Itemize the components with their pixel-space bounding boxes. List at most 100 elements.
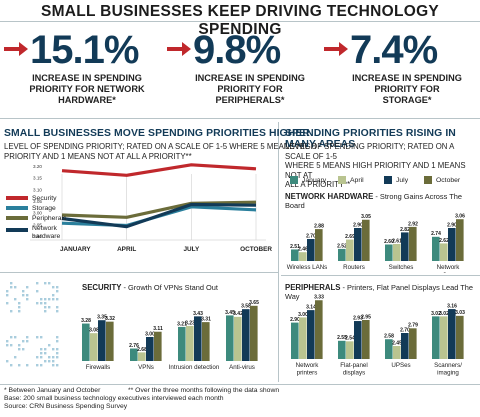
bar <box>299 317 307 359</box>
category-label: Flat-panel <box>340 362 368 369</box>
category-label: Firewalls <box>86 364 110 371</box>
category-label: Routers <box>343 264 365 271</box>
dot <box>48 356 51 359</box>
dot <box>10 364 13 367</box>
dot <box>18 344 21 347</box>
bar-value-label: 2.45 <box>392 340 402 346</box>
bar-value-label: 3.23 <box>185 320 195 326</box>
bar-value-label: 3.05 <box>361 214 371 220</box>
bar-value-label: 3.58 <box>241 304 251 310</box>
dot <box>18 306 21 309</box>
dot <box>52 286 55 289</box>
security-bar-chart: 3.28 3.08 3.353.32 Firewalls 2.762.68 3.003.1… <box>81 300 259 371</box>
bar <box>90 333 98 361</box>
bar <box>385 339 393 359</box>
arrow-right-icon <box>324 42 348 56</box>
bar-value-label: 2.90 <box>447 222 457 228</box>
dot <box>10 344 13 347</box>
left-section-heading: SMALL BUSINESSES MOVE SPENDING PRIORITIE… <box>4 128 310 139</box>
left-section-sub: LEVEL OF SPENDING PRIORITY; RATED ON A S… <box>4 142 317 161</box>
dot <box>26 336 29 339</box>
bar <box>448 309 456 359</box>
bar <box>307 310 315 359</box>
bar-value-label: 3.02 <box>439 311 449 317</box>
bar <box>338 248 346 261</box>
bar-value-label: 3.00 <box>145 331 155 337</box>
bar <box>315 300 323 359</box>
legend-july: July <box>384 176 408 184</box>
dot <box>18 310 21 313</box>
x-tick-label: OCTOBER <box>240 246 272 253</box>
bar <box>456 315 464 359</box>
bar <box>409 328 417 359</box>
right-divider <box>281 275 480 276</box>
dot <box>22 340 25 343</box>
dot <box>10 286 13 289</box>
bar <box>354 228 362 261</box>
dot <box>40 348 43 351</box>
bar-value-label: 2.55 <box>337 335 347 341</box>
dot <box>6 290 9 293</box>
y-tick-label: 3.10 <box>33 187 42 192</box>
dot <box>14 336 17 339</box>
bar <box>440 243 448 261</box>
bar <box>401 232 409 261</box>
dot <box>40 352 43 355</box>
bar-value-label: 2.60 <box>384 239 394 245</box>
bar <box>130 348 138 361</box>
series-line-network <box>61 202 257 229</box>
dot <box>48 344 51 347</box>
bar <box>338 340 346 359</box>
stat-value: 9.8% <box>193 28 281 72</box>
dot <box>48 306 51 309</box>
bar-value-label: 2.93 <box>353 315 363 321</box>
dot <box>56 306 59 309</box>
dot <box>44 302 47 305</box>
bar <box>250 305 258 361</box>
line-chart: 3.20 3.15 3.10 3.05 3.00 2.95 2.90 JANUARY APRIL… <box>30 163 272 253</box>
bar-value-label: 2.90 <box>353 222 363 228</box>
security-heading: SECURITY - Growth Of VPNs Stand Out <box>82 283 218 292</box>
bar <box>299 252 307 261</box>
footnote-source: Source: CRN Business Spending Survey <box>4 403 128 410</box>
dot <box>18 302 21 305</box>
bar-value-label: 2.79 <box>408 323 418 329</box>
dot <box>14 286 17 289</box>
dot <box>52 294 55 297</box>
bar-value-label: 2.51 <box>290 244 300 250</box>
dot <box>52 298 55 301</box>
series-line-security <box>61 163 257 177</box>
y-tick-label: 3.20 <box>33 164 42 169</box>
bar <box>346 239 354 261</box>
dot <box>40 356 43 359</box>
legend-april: April <box>338 176 364 184</box>
bar-value-label: 3.11 <box>153 326 163 332</box>
dot <box>52 348 55 351</box>
legend-network: Network hardware <box>6 225 86 241</box>
category-label: Network <box>296 362 320 369</box>
bar-value-label: 2.61 <box>392 238 402 244</box>
legend-security: Security <box>6 195 57 202</box>
dot <box>14 356 17 359</box>
bar-value-label: 3.42 <box>233 311 243 317</box>
dot <box>52 364 55 367</box>
category-label: UPSes <box>391 362 410 369</box>
category-label: Wireless LANs <box>287 264 328 271</box>
bar <box>409 226 417 261</box>
dot <box>52 356 55 359</box>
category-label: displays <box>343 370 365 377</box>
category-label: Switches <box>389 264 414 271</box>
legend-peripherals: Peripherals <box>6 215 66 222</box>
bar-value-label: 3.65 <box>249 300 259 306</box>
dot <box>56 356 59 359</box>
arrow-right-icon <box>4 42 28 56</box>
legend-october: October <box>424 176 460 184</box>
bar <box>242 309 250 361</box>
category-label: appliances <box>433 272 463 274</box>
stat-desc: INCREASE IN SPENDING PRIORITY FOR NETWORK… <box>29 73 145 105</box>
dot <box>18 348 21 351</box>
legend-swatch <box>6 196 28 201</box>
bar <box>291 322 299 359</box>
right-section-sub: LEVEL OF SPENDING PRIORITY; RATED ON A S… <box>285 142 466 189</box>
bar <box>146 337 154 361</box>
